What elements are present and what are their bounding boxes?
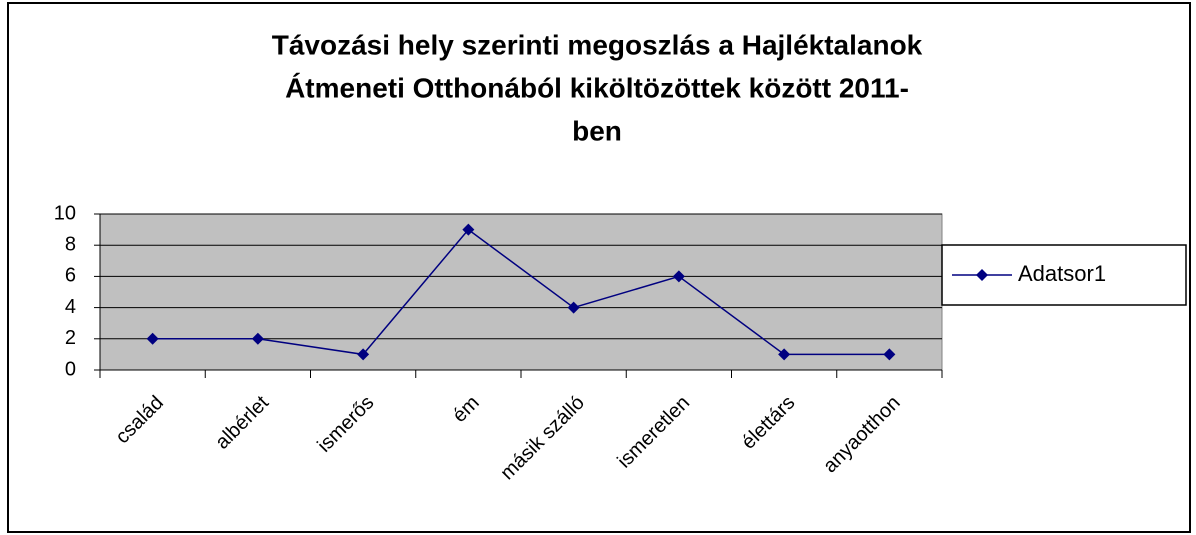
data-point [778, 348, 791, 361]
series-line [152, 228, 890, 356]
data-point [672, 270, 685, 283]
legend-label: Adatsor1 [1018, 261, 1106, 286]
y-tick-label: 0 [65, 358, 76, 380]
y-tick-label: 2 [65, 327, 76, 349]
chart-title: Átmeneti Otthonából kiköltözöttek között… [285, 72, 909, 103]
data-point [251, 332, 264, 345]
data-point [462, 223, 475, 236]
data-point [567, 301, 580, 314]
y-tick-label: 6 [65, 265, 76, 287]
data-point [357, 348, 370, 361]
y-tick-label: 10 [54, 202, 76, 224]
chart-title: ben [572, 115, 622, 146]
y-tick-label: 8 [65, 233, 76, 255]
y-tick-label: 4 [65, 296, 76, 318]
plot-area [99, 213, 943, 371]
legend-marker [976, 269, 988, 281]
chart-title: Távozási hely szerinti megoszlás a Hajlé… [272, 29, 923, 60]
data-point [883, 348, 896, 361]
data-point [146, 332, 159, 345]
